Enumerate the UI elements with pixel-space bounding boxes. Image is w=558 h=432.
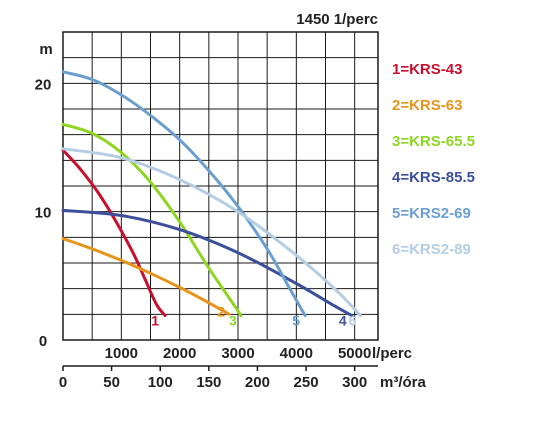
x-tick-label-primary: 1000 — [105, 345, 138, 362]
x-tick-label-secondary: 250 — [294, 374, 319, 391]
series-line-4 — [61, 208, 354, 318]
curve-label-2: 2 — [217, 303, 225, 319]
curve-label-4: 4 — [339, 313, 347, 329]
legend-item-5: 5=KRS2-69 — [392, 205, 471, 222]
x-tick-label-secondary: 150 — [196, 374, 221, 391]
curve-label-5: 5 — [292, 313, 300, 329]
x-axis-label-secondary: m³/óra — [380, 374, 427, 391]
chart-legend: 1=KRS-43 2=KRS-63 3=KRS-65.5 4=KRS-85.5 5=KR… — [392, 61, 475, 258]
curve-label-3: 3 — [229, 313, 237, 329]
x-tick-label-primary: 2000 — [163, 345, 196, 362]
x-axis-label-primary: l/perc — [372, 345, 412, 362]
x-tick-label-secondary: 200 — [245, 374, 270, 391]
series-line-1 — [61, 148, 167, 318]
chart-title: 1450 1/perc — [296, 11, 378, 28]
y-tick-label: 0 — [39, 333, 47, 350]
series-line-2 — [61, 237, 231, 316]
plot-frame — [62, 31, 379, 341]
legend-item-3: 3=KRS-65.5 — [392, 133, 475, 150]
legend-item-6: 6=KRS2-89 — [392, 241, 471, 258]
curve-label-1: 1 — [151, 313, 159, 329]
series-line-5 — [61, 70, 307, 318]
x-tick-label-secondary: 0 — [59, 374, 67, 391]
chart-curves: 123 45 6 — [61, 70, 362, 329]
legend-item-4: 4=KRS-85.5 — [392, 169, 475, 186]
curve-label-6: 6 — [349, 313, 357, 329]
series-line-3 — [61, 122, 243, 318]
x-tick-label-secondary: 300 — [342, 374, 367, 391]
y-tick-label: 10 — [35, 205, 52, 222]
x-tick-label-primary: 3000 — [221, 345, 254, 362]
y-axis-label: m — [39, 41, 52, 58]
series-line-6 — [61, 147, 362, 318]
y-tick-label: 20 — [35, 76, 52, 93]
x-tick-label-primary: 4000 — [280, 345, 313, 362]
x-tick-label-primary: 5000 — [338, 345, 371, 362]
chart-grid — [62, 31, 379, 341]
legend-item-2: 2=KRS-63 — [392, 97, 462, 114]
x-tick-label-secondary: 100 — [148, 374, 173, 391]
x-tick-label-secondary: 50 — [103, 374, 120, 391]
legend-item-1: 1=KRS-43 — [392, 61, 462, 78]
